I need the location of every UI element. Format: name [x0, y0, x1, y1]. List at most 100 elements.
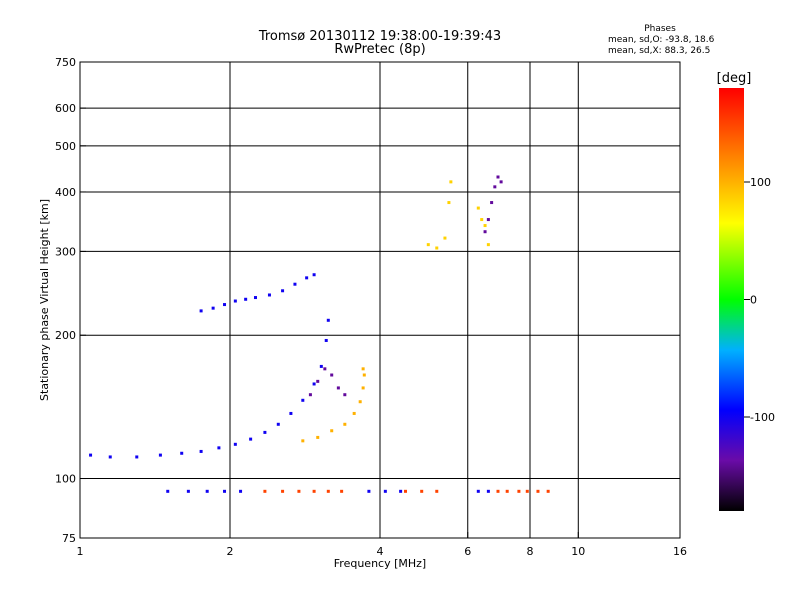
- data-point: [490, 201, 494, 205]
- x-tick-label: 2: [227, 545, 234, 558]
- data-point: [358, 400, 362, 404]
- data-point: [496, 489, 500, 493]
- data-point: [199, 449, 203, 453]
- data-point: [263, 430, 267, 434]
- stats-o-line: mean, sd,O: -93.8, 18.6: [608, 35, 715, 45]
- colorbar-tick-label: 0: [750, 294, 757, 307]
- data-point: [435, 489, 439, 493]
- data-point: [443, 236, 447, 240]
- data-point: [330, 429, 334, 433]
- data-point: [217, 446, 221, 450]
- data-point: [496, 175, 500, 179]
- data-point: [301, 398, 305, 402]
- chart-title: Tromsø 20130112 19:38:00-19:39:43: [258, 29, 501, 44]
- data-point: [546, 489, 550, 493]
- y-tick-label: 600: [55, 102, 76, 115]
- data-point: [263, 489, 267, 493]
- data-point: [276, 422, 280, 426]
- data-point: [223, 303, 227, 307]
- data-point: [336, 386, 340, 390]
- y-axis-label: Stationary phase Virtual Height [km]: [38, 199, 51, 401]
- data-point: [305, 276, 309, 280]
- data-point: [312, 382, 316, 386]
- data-point: [505, 489, 509, 493]
- data-point: [343, 393, 347, 397]
- data-point: [301, 439, 305, 443]
- data-point: [476, 489, 480, 493]
- y-axis-ticks: 75 100 200 300 400 500 600 750: [55, 56, 86, 545]
- y-tick-label: 100: [55, 473, 76, 486]
- data-point: [281, 489, 285, 493]
- data-point: [289, 411, 293, 415]
- data-point: [486, 489, 490, 493]
- data-point: [312, 489, 316, 493]
- grid-lines: [80, 62, 680, 538]
- colorbar: [719, 88, 744, 511]
- data-point: [180, 451, 184, 455]
- data-point: [205, 489, 209, 493]
- data-point: [486, 218, 490, 222]
- y-tick-label: 500: [55, 140, 76, 153]
- data-point: [480, 218, 484, 222]
- x-axis-label: Frequency [MHz]: [334, 557, 426, 570]
- data-point: [223, 489, 227, 493]
- data-point: [435, 246, 439, 250]
- data-point: [239, 489, 243, 493]
- data-point: [476, 206, 480, 210]
- data-point: [166, 489, 170, 493]
- data-point: [308, 393, 312, 397]
- stats-heading: Phases: [644, 24, 676, 34]
- data-point: [244, 297, 248, 301]
- data-point: [483, 224, 487, 228]
- data-point: [399, 489, 403, 493]
- data-point: [323, 367, 327, 371]
- colorbar-ticks: 100 0 -100: [744, 176, 775, 424]
- y-tick-label: 300: [55, 245, 76, 258]
- data-point: [486, 243, 490, 247]
- data-point: [499, 180, 503, 184]
- data-points: [89, 175, 550, 493]
- data-point: [525, 489, 529, 493]
- data-point: [233, 299, 237, 303]
- data-point: [483, 230, 487, 234]
- x-tick-label: 6: [464, 545, 471, 558]
- data-point: [361, 386, 365, 390]
- data-point: [383, 489, 387, 493]
- colorbar-label: [deg]: [717, 71, 752, 86]
- data-point: [297, 489, 301, 493]
- data-point: [186, 489, 190, 493]
- data-point: [426, 243, 430, 247]
- colorbar-tick-label: 100: [750, 176, 771, 189]
- data-point: [340, 489, 344, 493]
- y-tick-label: 200: [55, 329, 76, 342]
- data-point: [267, 293, 271, 297]
- data-point: [281, 289, 285, 293]
- data-point: [253, 296, 257, 300]
- data-point: [326, 489, 330, 493]
- data-point: [233, 442, 237, 446]
- data-point: [326, 318, 330, 322]
- data-point: [135, 455, 139, 459]
- data-point: [343, 422, 347, 426]
- stats-x-line: mean, sd,X: 88.3, 26.5: [608, 46, 710, 56]
- data-point: [89, 453, 93, 457]
- y-tick-label: 75: [62, 532, 76, 545]
- data-point: [449, 180, 453, 184]
- data-point: [352, 411, 356, 415]
- x-tick-label: 10: [571, 545, 585, 558]
- data-point: [403, 489, 407, 493]
- y-tick-label: 400: [55, 186, 76, 199]
- data-point: [316, 435, 320, 439]
- data-point: [362, 373, 366, 377]
- data-point: [517, 489, 521, 493]
- data-point: [536, 489, 540, 493]
- data-point: [330, 373, 334, 377]
- x-tick-label: 8: [527, 545, 534, 558]
- data-point: [249, 437, 253, 441]
- data-point: [312, 273, 316, 277]
- data-point: [316, 379, 320, 383]
- data-point: [211, 306, 215, 310]
- data-point: [319, 364, 323, 368]
- data-point: [293, 282, 297, 286]
